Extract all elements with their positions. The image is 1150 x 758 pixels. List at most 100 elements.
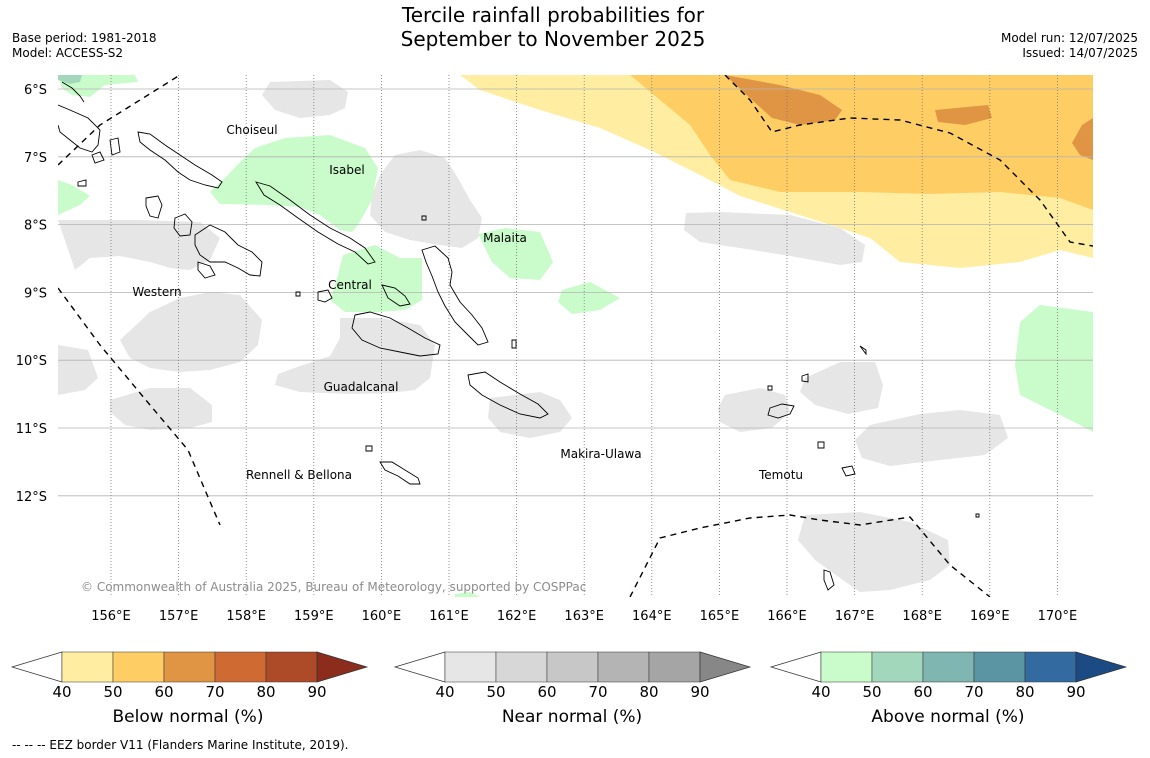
coastline-islet	[859, 345, 867, 356]
colorbar-tick-label: 70	[964, 683, 984, 701]
coastline-rennell	[379, 461, 421, 485]
lat-label: 9°S	[24, 286, 47, 301]
coastline-ulawa	[511, 339, 517, 349]
colorbar-segment	[546, 651, 599, 683]
lat-label: 8°S	[24, 219, 47, 234]
copyright-notice: © Commonwealth of Australia 2025, Bureau…	[81, 580, 587, 594]
province-label: Makira-Ulawa	[560, 447, 641, 461]
colorbar-tick-label: 40	[435, 683, 455, 701]
colorbar-tick-label: 40	[811, 683, 831, 701]
colorbar-under-arrow	[769, 651, 822, 683]
colorbar-segment	[444, 651, 497, 683]
near-normal-area	[58, 220, 220, 270]
colorbar-tick-label: 70	[205, 683, 225, 701]
colorbar-segment	[973, 651, 1026, 683]
near-normal-area	[110, 388, 212, 430]
colorbars	[10, 651, 1128, 683]
colorbar	[769, 651, 1128, 683]
province-label: Temotu	[758, 468, 803, 482]
model-name: Model: ACCESS-S2	[12, 46, 124, 60]
coastline-florida-islands	[381, 284, 411, 307]
colorbar	[10, 651, 369, 683]
coastline-vanikoro	[841, 465, 856, 477]
above-normal-area	[1015, 305, 1093, 432]
colorbar-tick-label: 70	[588, 683, 608, 701]
lon-label: 158°E	[226, 609, 266, 624]
colorbar-tick-label: 50	[862, 683, 882, 701]
lat-label: 7°S	[24, 151, 47, 166]
above-normal-area	[58, 180, 90, 215]
colorbar-segment	[112, 651, 165, 683]
title-line-1: Tercile rainfall probabilities for	[401, 3, 705, 27]
province-label: Rennell & Bellona	[246, 468, 352, 482]
colorbar-tick-label: 90	[307, 683, 327, 701]
above-normal-area	[478, 228, 553, 280]
issued-date: Issued: 14/07/2025	[1022, 46, 1138, 60]
model-run: Model run: 12/07/2025	[1000, 31, 1138, 45]
above-normal-area	[330, 245, 422, 312]
colorbar-over-arrow	[1075, 651, 1128, 683]
coastline-png-island	[91, 151, 105, 164]
coastline-png-island	[109, 137, 121, 156]
eez-border	[58, 75, 1093, 597]
near-normal-area	[262, 80, 348, 118]
colorbar-tick-label: 80	[256, 683, 276, 701]
colorbar-over-arrow	[316, 651, 369, 683]
colorbar-segment	[495, 651, 548, 683]
near-normal-area	[684, 212, 865, 265]
lon-label: 166°E	[767, 609, 807, 624]
colorbar-segment	[163, 651, 216, 683]
coastline-vella-lavella	[145, 195, 163, 219]
lon-label: 162°E	[497, 609, 537, 624]
base-period: Base period: 1981-2018	[12, 31, 157, 45]
graticule	[58, 75, 1093, 597]
coastline-southern-islet	[823, 569, 835, 591]
lon-label: 159°E	[294, 609, 334, 624]
coastline-bellona	[365, 445, 373, 452]
meta-left: Base period: 1981-2018 Model: ACCESS-S2	[12, 31, 157, 61]
coastline-western-islet	[197, 261, 216, 279]
lat-label: 6°S	[24, 83, 47, 98]
title-line-2: September to November 2025	[400, 27, 706, 51]
coastline-png-island	[77, 179, 87, 187]
eez-border-line	[58, 287, 221, 526]
coastline-russell-islands	[317, 289, 333, 303]
coastline-santa-cruz	[767, 403, 795, 419]
lon-label: 165°E	[700, 609, 740, 624]
near-normal-area	[488, 392, 572, 438]
near-normal-area	[275, 318, 435, 394]
coastline-islet	[295, 291, 301, 297]
lon-label: 161°E	[429, 609, 469, 624]
near-normal-area	[855, 410, 1008, 466]
below-normal-60-area	[935, 105, 992, 125]
coastlines	[58, 81, 980, 591]
near-normal-area	[120, 292, 262, 372]
coastline-isabel	[255, 181, 376, 265]
colorbar-title-near: Near normal (%)	[501, 707, 643, 727]
colorbar-tick-label: 50	[103, 683, 123, 701]
province-label: Guadalcanal	[324, 380, 399, 394]
province-label: Central	[328, 278, 372, 292]
eez-legend-footer: -- -- -- EEZ border V11 (Flanders Marine…	[12, 738, 349, 752]
colorbar-segment	[265, 651, 318, 683]
colorbar-tick-label: 40	[52, 683, 72, 701]
colorbar-over-arrow	[699, 651, 752, 683]
lon-label: 169°E	[970, 609, 1010, 624]
colorbar-segment	[61, 651, 114, 683]
coastline-new-georgia	[173, 213, 193, 237]
near-normal-area	[798, 512, 950, 592]
lon-label: 156°E	[91, 609, 131, 624]
province-label: Isabel	[329, 163, 364, 177]
colorbar-tick-label: 50	[486, 683, 506, 701]
lat-label: 12°S	[16, 490, 47, 505]
province-label: Choiseul	[226, 123, 277, 137]
coastline-guadalcanal	[351, 311, 441, 357]
colorbar-tick-label: 90	[690, 683, 710, 701]
lon-label: 167°E	[835, 609, 875, 624]
coastline-utupua	[817, 441, 825, 449]
colorbar-tick-label: 60	[154, 683, 174, 701]
coastline-tikopia	[975, 513, 980, 518]
colorbar-segment	[820, 651, 873, 683]
near-normal-area	[370, 150, 482, 248]
